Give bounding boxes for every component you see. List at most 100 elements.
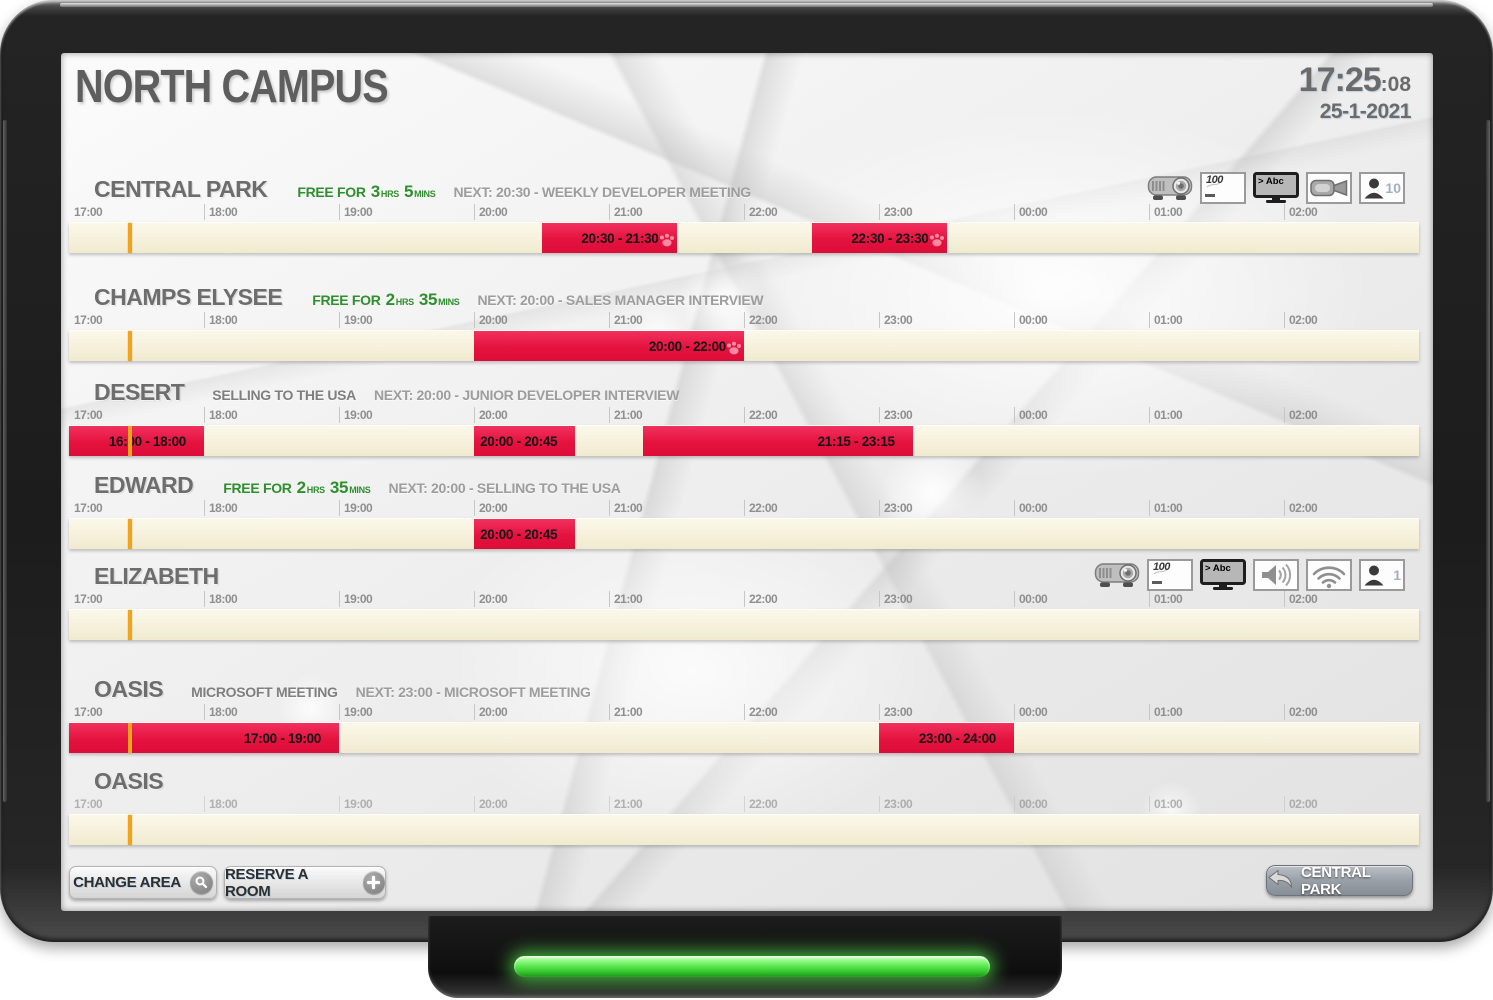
hour-tick	[339, 407, 340, 423]
booking-time-label: 21:15 - 23:15	[817, 433, 895, 449]
projector-icon	[1147, 172, 1193, 204]
screen: NORTH CAMPUS 17:25:08 25-1-2021 CENTRAL …	[61, 53, 1433, 911]
time-label: 23:00	[884, 313, 913, 327]
current-time-indicator	[128, 331, 133, 361]
current-time-indicator	[128, 223, 133, 253]
meeting-tag-icon	[659, 233, 675, 252]
hour-tick	[744, 204, 745, 220]
current-meeting-label: SELLING TO THE USA	[212, 387, 356, 403]
booking-time-label: 17:00 - 19:00	[243, 730, 321, 746]
booking-block: 23:00 - 24:00	[879, 723, 1014, 753]
booking-time-label: 16:00 - 18:00	[108, 433, 186, 449]
hour-tick	[1284, 704, 1285, 720]
timeline-bar: 20:00 - 22:00	[69, 330, 1419, 361]
time-label: 18:00	[209, 501, 238, 515]
hour-tick	[204, 704, 205, 720]
room-header: ELIZABETH	[94, 563, 219, 591]
time-label: 21:00	[614, 797, 643, 811]
hour-tick	[609, 500, 610, 516]
time-label: 01:00	[1154, 797, 1183, 811]
time-label: 20:00	[479, 797, 508, 811]
room-row-desert[interactable]: DESERT SELLING TO THE USA NEXT: 20:00 - …	[61, 379, 1433, 463]
clock: 17:25:08 25-1-2021	[1298, 61, 1412, 122]
timeline-bar: 20:30 - 21:30 22:30 - 23:30	[69, 222, 1419, 253]
time-label: 18:00	[209, 408, 238, 422]
hour-tick	[609, 796, 610, 812]
booking-time-label: 20:00 - 20:45	[480, 526, 558, 542]
room-header: OASIS	[94, 768, 164, 796]
whiteboard-icon: 100	[1200, 172, 1246, 204]
time-label: 19:00	[344, 408, 373, 422]
hour-tick	[204, 407, 205, 423]
time-label: 01:00	[1154, 592, 1183, 606]
tablet-chin	[428, 916, 1062, 998]
room-row-oasis[interactable]: OASIS MICROSOFT MEETING NEXT: 23:00 - MI…	[61, 676, 1433, 760]
equipment-list: 100 > Abc 10	[1147, 172, 1405, 204]
capacity-icon: 1	[1359, 559, 1405, 591]
time-label: 00:00	[1019, 501, 1048, 515]
time-label: 18:00	[209, 205, 238, 219]
area-back-button[interactable]: CENTRAL PARK	[1266, 863, 1413, 898]
room-name: OASIS	[94, 676, 164, 702]
time-label: 23:00	[884, 408, 913, 422]
hour-tick	[339, 500, 340, 516]
hour-tick	[744, 500, 745, 516]
timeline-bar	[69, 814, 1419, 845]
booking-block: 21:15 - 23:15	[642, 426, 913, 456]
hour-tick	[609, 591, 610, 607]
timeline-hours: 17:00 18:00 19:00 20:00 21:00 22:00 23:00 00:00…	[69, 590, 1419, 608]
hour-tick	[204, 796, 205, 812]
timeline-bar	[69, 609, 1419, 640]
free-status: FREE FOR 2HRS 35MINS	[312, 290, 460, 309]
room-name: EDWARD	[94, 472, 194, 498]
time-label: 20:00	[479, 705, 508, 719]
hour-tick	[1014, 591, 1015, 607]
change-area-label: CHANGE AREA	[73, 874, 181, 891]
time-label: 01:00	[1154, 408, 1183, 422]
whiteboard-icon: 100	[1147, 559, 1193, 591]
time-label: 21:00	[614, 705, 643, 719]
current-time-indicator	[128, 815, 133, 845]
room-name: ELIZABETH	[94, 563, 219, 589]
hour-tick	[1284, 500, 1285, 516]
next-meeting-label: NEXT: 20:30 - WEEKLY DEVELOPER MEETING	[453, 184, 751, 200]
hour-tick	[744, 796, 745, 812]
time-label: 23:00	[884, 797, 913, 811]
booking-block: 22:30 - 23:30	[811, 223, 947, 253]
hour-tick	[474, 796, 475, 812]
booking-time-label: 20:00 - 20:45	[480, 433, 558, 449]
booking-block: 20:00 - 20:45	[474, 519, 576, 549]
hour-tick	[1284, 407, 1285, 423]
time-label: 02:00	[1289, 408, 1318, 422]
timeline-hours: 17:00 18:00 19:00 20:00 21:00 22:00 23:00 00:00…	[69, 795, 1419, 813]
meeting-tag-icon	[929, 233, 945, 252]
area-back-label: CENTRAL PARK	[1301, 863, 1371, 898]
hour-tick	[339, 204, 340, 220]
time-label: 19:00	[344, 205, 373, 219]
timeline-hours: 17:00 18:00 19:00 20:00 21:00 22:00 23:00 00:00…	[69, 203, 1419, 221]
time-label: 02:00	[1289, 205, 1318, 219]
reserve-a-room-button[interactable]: RESERVE A ROOM	[224, 866, 386, 900]
hour-tick	[879, 591, 880, 607]
change-area-button[interactable]: CHANGE AREA	[69, 866, 217, 899]
next-meeting-label: NEXT: 23:00 - MICROSOFT MEETING	[355, 684, 591, 700]
hour-tick	[474, 704, 475, 720]
tablet-top-rim	[60, 3, 1433, 7]
time-label: 22:00	[749, 205, 778, 219]
room-row-central-park[interactable]: CENTRAL PARK FREE FOR 3HRS 5MINS NEXT: 20:…	[61, 172, 1433, 260]
hour-tick	[204, 500, 205, 516]
time-label: 17:00	[74, 408, 103, 422]
room-row-edward[interactable]: EDWARD FREE FOR 2HRS 35MINS NEXT: 20:00 - …	[61, 472, 1433, 556]
time-label: 17:00	[74, 797, 103, 811]
hour-tick	[339, 312, 340, 328]
hour-tick	[1014, 500, 1015, 516]
hour-tick	[204, 591, 205, 607]
room-row-champs-elysee[interactable]: CHAMPS ELYSEE FREE FOR 2HRS 35MINS NEXT: 2…	[61, 284, 1433, 368]
time-label: 17:00	[74, 705, 103, 719]
clock-time: 17:25	[1298, 61, 1382, 99]
room-row-oasis-2[interactable]: OASIS 17:00 18:00 19:00 20:00 21:00 22:00 23:0…	[61, 768, 1433, 852]
time-label: 17:00	[74, 205, 103, 219]
booking-time-label: 23:00 - 24:00	[918, 730, 996, 746]
hour-tick	[879, 312, 880, 328]
room-row-elizabeth[interactable]: ELIZABETH 100 > Abc 1 17:00 18:00 19:00 20:00…	[61, 559, 1433, 647]
